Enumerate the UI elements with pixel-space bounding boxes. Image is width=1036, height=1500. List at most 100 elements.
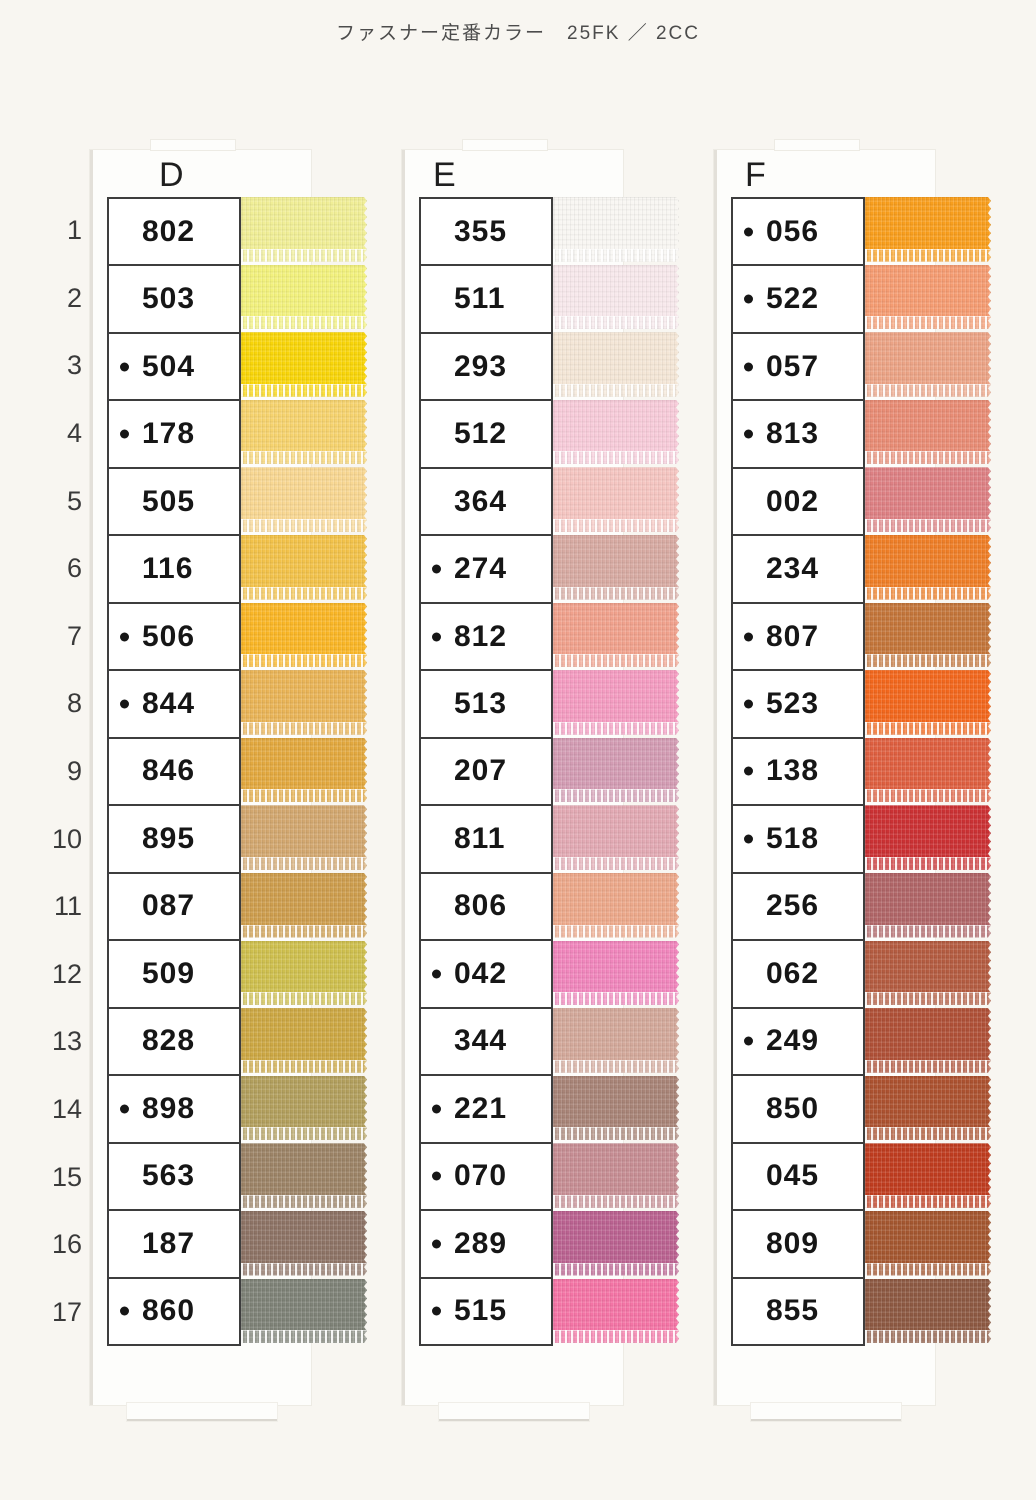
color-code-cell: 844 bbox=[109, 671, 239, 739]
row-number: 16 bbox=[51, 1229, 82, 1260]
row-number: 3 bbox=[66, 350, 82, 381]
fabric-swatch bbox=[241, 400, 367, 465]
swatch-row bbox=[553, 332, 679, 400]
fabric-swatch bbox=[241, 873, 367, 938]
swatch-row bbox=[553, 941, 679, 1009]
color-code-cell: 344 bbox=[421, 1009, 551, 1077]
row-number: 7 bbox=[66, 620, 82, 651]
color-card-f: F 056 522 057 813 002 234 807 523 138 5 bbox=[714, 140, 935, 1421]
swatch-row bbox=[553, 535, 679, 603]
swatch-row bbox=[241, 535, 367, 603]
swatch-row bbox=[241, 941, 367, 1009]
color-code: 504 bbox=[142, 349, 196, 383]
swatch-row bbox=[241, 1076, 367, 1144]
fabric-swatch bbox=[241, 1076, 367, 1141]
color-code-cell: 087 bbox=[109, 874, 239, 942]
row-number: 15 bbox=[51, 1161, 82, 1192]
fabric-swatch bbox=[553, 265, 679, 330]
swatch-row bbox=[241, 1008, 367, 1076]
fabric-swatch bbox=[241, 197, 367, 262]
color-code: 518 bbox=[766, 821, 820, 855]
fabric-swatch bbox=[241, 1143, 367, 1208]
row-number: 2 bbox=[66, 282, 82, 313]
swatch-row bbox=[865, 873, 991, 941]
fabric-swatch bbox=[241, 805, 367, 870]
color-code: 057 bbox=[766, 349, 820, 383]
color-code: 807 bbox=[766, 619, 820, 653]
row-number: 9 bbox=[66, 756, 82, 787]
color-code: 813 bbox=[766, 417, 820, 451]
color-code: 062 bbox=[766, 956, 820, 990]
swatch-row bbox=[553, 873, 679, 941]
selection-dot bbox=[432, 1306, 441, 1316]
swatch-row bbox=[865, 265, 991, 333]
color-code: 116 bbox=[142, 552, 194, 586]
swatch-row bbox=[553, 670, 679, 738]
swatch-row bbox=[241, 670, 367, 738]
fabric-swatch bbox=[865, 603, 991, 668]
swatch-row bbox=[865, 805, 991, 873]
fabric-swatch bbox=[241, 603, 367, 668]
fabric-swatch bbox=[865, 1211, 991, 1276]
color-code: 234 bbox=[766, 552, 820, 586]
card-top-tab bbox=[775, 140, 859, 150]
color-code-cell: 806 bbox=[421, 874, 551, 942]
color-code-cell: 518 bbox=[733, 806, 863, 874]
color-code-cell: 802 bbox=[109, 199, 239, 267]
fabric-swatch bbox=[865, 1143, 991, 1208]
color-code: 056 bbox=[766, 214, 820, 248]
swatch-row bbox=[865, 1008, 991, 1076]
selection-dot bbox=[744, 294, 753, 304]
color-code-cell: 503 bbox=[109, 266, 239, 334]
swatch-row bbox=[553, 1279, 679, 1347]
color-code-cell: 062 bbox=[733, 941, 863, 1009]
swatch-row bbox=[865, 670, 991, 738]
color-code: 045 bbox=[766, 1159, 820, 1193]
selection-dot bbox=[432, 1171, 441, 1181]
swatch-row bbox=[865, 1076, 991, 1144]
swatch-row bbox=[865, 535, 991, 603]
row-number: 17 bbox=[51, 1296, 82, 1327]
swatch-column bbox=[241, 197, 367, 1346]
swatch-row bbox=[241, 1211, 367, 1279]
code-column: 802 503 504 178 505 116 506 844 846 895 bbox=[107, 197, 241, 1346]
swatch-row bbox=[241, 265, 367, 333]
fabric-swatch bbox=[553, 1279, 679, 1344]
fabric-swatch bbox=[553, 738, 679, 803]
swatch-column bbox=[553, 197, 679, 1346]
fabric-swatch bbox=[553, 332, 679, 397]
color-code: 187 bbox=[142, 1226, 196, 1260]
fabric-swatch bbox=[241, 941, 367, 1006]
color-code: 563 bbox=[142, 1159, 196, 1193]
color-code-cell: 846 bbox=[109, 739, 239, 807]
color-code-cell: 895 bbox=[109, 806, 239, 874]
swatch-column bbox=[865, 197, 991, 1346]
swatch-row bbox=[241, 197, 367, 265]
color-code: 895 bbox=[142, 821, 196, 855]
color-code-cell: 056 bbox=[733, 199, 863, 267]
swatch-row bbox=[865, 1279, 991, 1347]
color-code: 828 bbox=[142, 1024, 196, 1058]
swatch-row bbox=[553, 738, 679, 806]
row-number-column: 1 2 3 4 5 6 7 8 9 10 11 12 13 14 15 16 17 bbox=[48, 197, 86, 1346]
fabric-swatch bbox=[865, 265, 991, 330]
selection-dot bbox=[432, 1239, 441, 1249]
fabric-swatch bbox=[865, 873, 991, 938]
swatch-row bbox=[865, 332, 991, 400]
selection-dot bbox=[432, 632, 441, 642]
color-code-cell: 505 bbox=[109, 469, 239, 537]
color-code: 512 bbox=[454, 417, 508, 451]
fabric-swatch bbox=[865, 1008, 991, 1073]
swatch-row bbox=[241, 1279, 367, 1347]
color-code: 860 bbox=[142, 1294, 196, 1328]
color-code: 355 bbox=[454, 214, 508, 248]
color-code-cell: 506 bbox=[109, 604, 239, 672]
fabric-swatch bbox=[865, 467, 991, 532]
selection-dot bbox=[432, 564, 441, 574]
color-code-cell: 249 bbox=[733, 1009, 863, 1077]
card-bottom-tab bbox=[751, 1403, 901, 1421]
color-code: 844 bbox=[142, 687, 196, 721]
fabric-swatch bbox=[241, 535, 367, 600]
selection-dot bbox=[744, 227, 753, 237]
color-code: 506 bbox=[142, 619, 196, 653]
